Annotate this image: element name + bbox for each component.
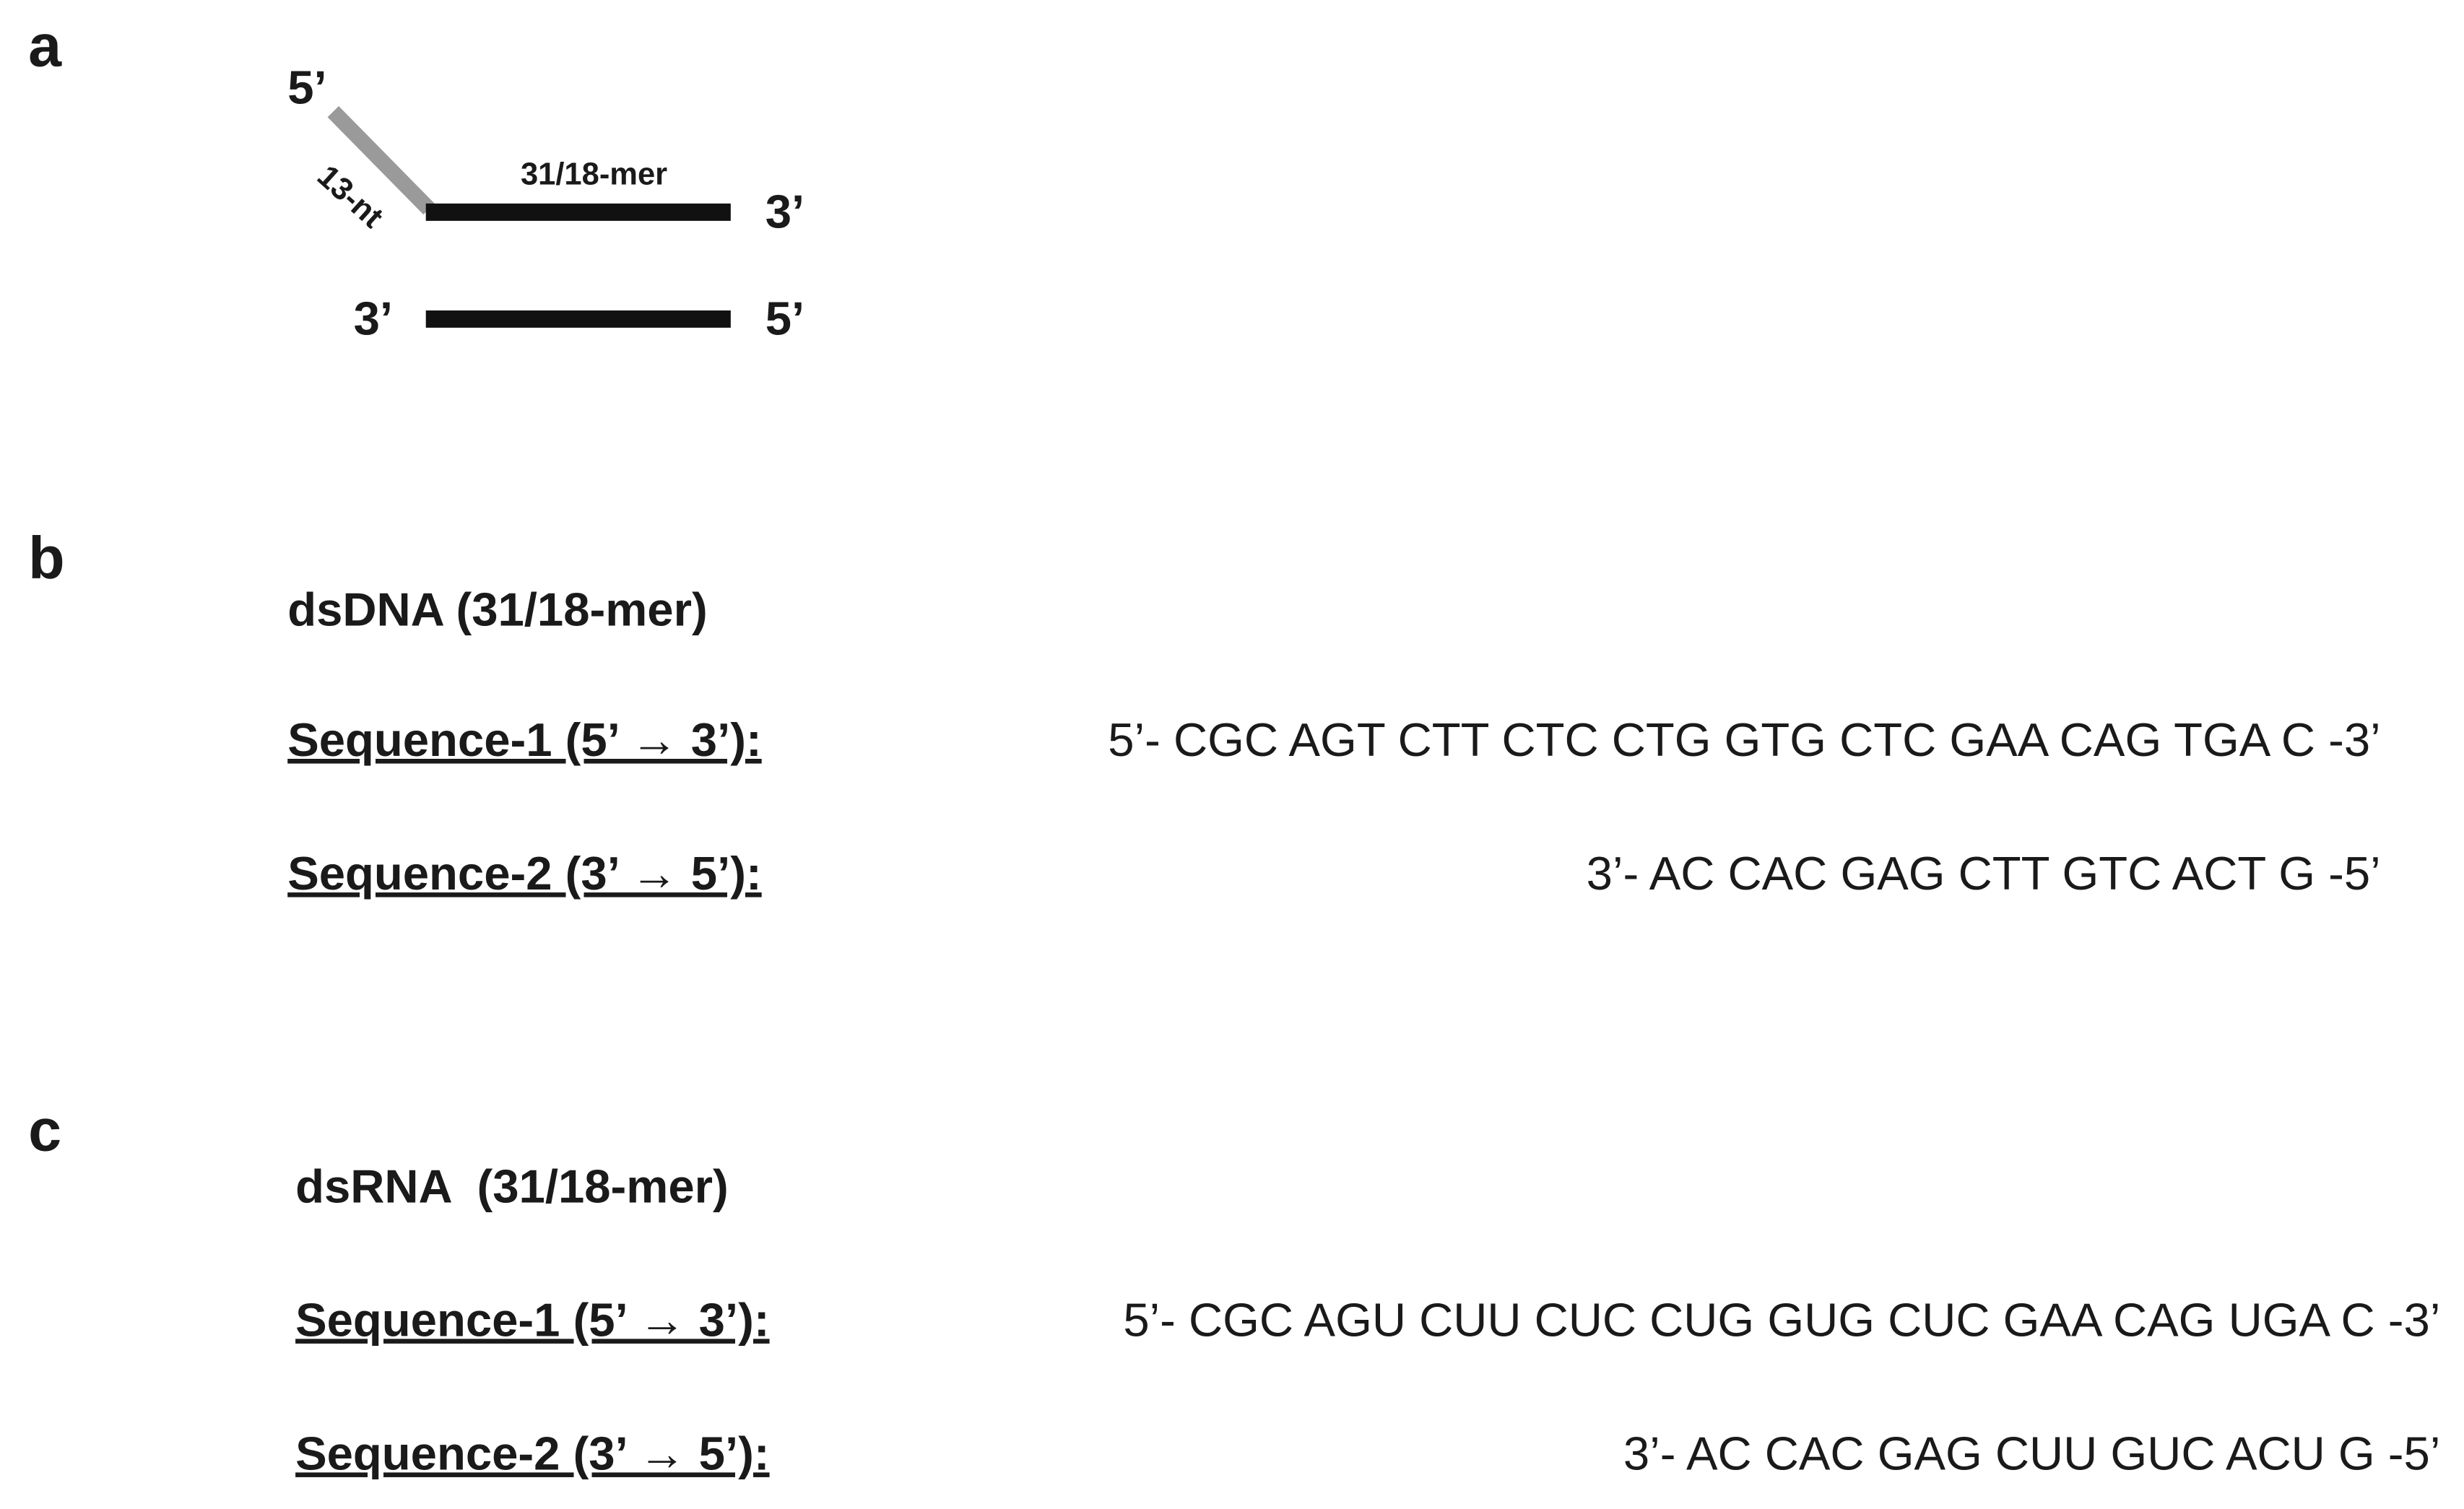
strand-end: 3’	[354, 292, 393, 345]
overhang-strand	[327, 105, 435, 215]
sequence-label: Sequence-2 (3’ → 5’):	[295, 1427, 769, 1479]
strand-end: 3’	[765, 186, 804, 238]
panel-letter: b	[28, 524, 65, 591]
panel-letter: c	[28, 1097, 61, 1164]
sequence-label: Sequence-1 (5’ → 3’):	[295, 1293, 769, 1346]
sequence: 5’- CGC AGT CTT CTC CTG GTG CTC GAA CAG …	[1108, 713, 2380, 766]
sequence-label: Sequence-1 (5’ → 3’):	[287, 713, 761, 766]
duplex-label: 31/18-mer	[521, 157, 667, 191]
strand-end: 5’	[287, 61, 326, 114]
sequence: 3’- AC CAC GAG CTT GTC ACT G -5’	[1587, 847, 2381, 900]
sequence: 3’- AC CAC GAG CUU GUC ACU G -5’	[1623, 1427, 2440, 1479]
strand-end: 5’	[765, 292, 804, 345]
sequence-label: Sequence-2 (3’ → 5’):	[287, 847, 761, 900]
sequence: 5’- CGC AGU CUU CUC CUG GUG CUC GAA CAG …	[1123, 1293, 2440, 1346]
heading: dsRNA (31/18-mer)	[295, 1160, 729, 1212]
panel-letter: a	[28, 12, 62, 79]
heading: dsDNA (31/18-mer)	[287, 583, 708, 635]
